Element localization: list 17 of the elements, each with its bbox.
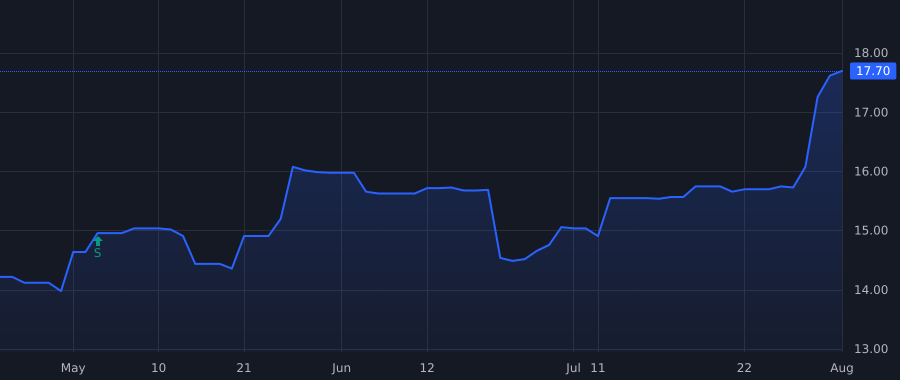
x-tick-label: 12: [419, 361, 435, 375]
y-tick-label: 18.00: [854, 46, 888, 60]
y-tick-label: 13.00: [854, 342, 888, 356]
x-tick-label: 22: [736, 361, 752, 375]
y-tick-label: 17.00: [854, 105, 888, 120]
x-tick-label: Jun: [331, 361, 352, 375]
x-tick-label: 10: [150, 361, 166, 375]
x-tick-label: Aug: [830, 361, 854, 375]
x-tick-label: 11: [590, 361, 606, 375]
x-tick-label: Jul: [565, 361, 581, 375]
y-tick-label: 15.00: [854, 224, 888, 238]
x-tick-label: May: [60, 361, 86, 375]
y-tick-label: 14.00: [854, 282, 888, 297]
ref-line-label: 17.70: [856, 64, 890, 78]
x-tick-label: 21: [236, 361, 252, 375]
y-tick-label: 16.00: [854, 164, 888, 179]
annotation: S: [94, 246, 102, 260]
